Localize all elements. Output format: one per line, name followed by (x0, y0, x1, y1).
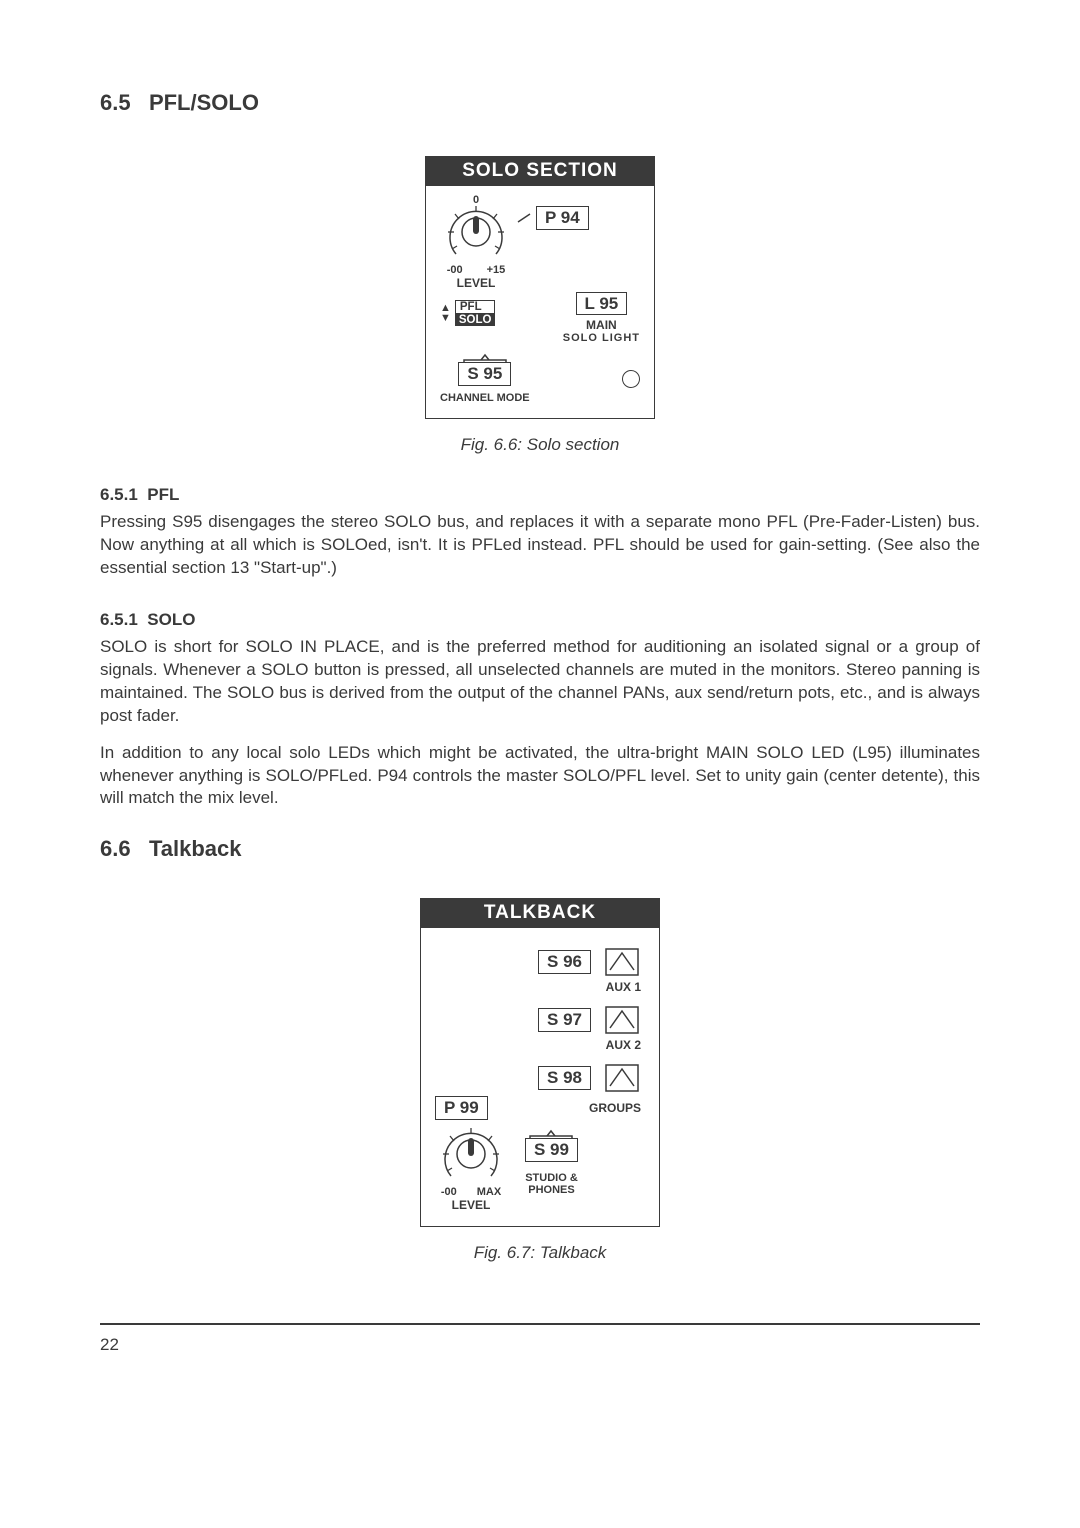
section-number: 6.5 (100, 90, 131, 115)
tag-s96: S 96 (538, 950, 591, 974)
groups-label: GROUPS (589, 1101, 641, 1115)
knob-label: LEVEL (452, 1198, 491, 1212)
level-knob (440, 204, 512, 268)
knob-label: LEVEL (457, 276, 496, 290)
momentary-switch-icon (605, 1064, 639, 1092)
subsection-title: PFL (147, 485, 179, 504)
figure-talkback: TALKBACK S 96 AUX 1 S 97 (100, 898, 980, 1263)
pfl-solo-switch: ▲▼ PFL SOLO (440, 300, 495, 326)
studio-label-2: PHONES (525, 1184, 578, 1196)
subsection-title: SOLO (147, 610, 195, 629)
solo-light-label: SOLO LIGHT (563, 332, 640, 344)
subsection-number: 6.5.1 (100, 610, 138, 629)
subsection-number: 6.5.1 (100, 485, 138, 504)
tag-s98: S 98 (538, 1066, 591, 1090)
section-heading: 6.5 PFL/SOLO (100, 90, 980, 116)
aux1-label: AUX 1 (435, 980, 641, 994)
section-heading: 6.6 Talkback (100, 836, 980, 862)
subsection-heading: 6.5.1 PFL (100, 485, 980, 505)
page-number: 22 (100, 1335, 980, 1355)
talkback-level-knob (435, 1126, 507, 1190)
main-label: MAIN (563, 318, 640, 332)
pfl-label: PFL (455, 300, 496, 314)
tag-s99: S 99 (525, 1138, 578, 1162)
section-title: Talkback (149, 836, 242, 861)
tag-p99: P 99 (435, 1096, 488, 1120)
body-paragraph: SOLO is short for SOLO IN PLACE, and is … (100, 636, 980, 728)
footer-rule (100, 1323, 980, 1325)
panel-header: TALKBACK (421, 899, 659, 928)
main-solo-led (622, 370, 640, 388)
figure-caption: Fig. 6.6: Solo section (461, 435, 620, 455)
tag-p94: P 94 (536, 206, 589, 230)
channel-mode-label: CHANNEL MODE (440, 392, 530, 404)
subsection-heading: 6.5.1 SOLO (100, 610, 980, 630)
studio-label-1: STUDIO & (525, 1172, 578, 1184)
section-number: 6.6 (100, 836, 131, 861)
panel-header: SOLO SECTION (426, 157, 654, 186)
section-title: PFL/SOLO (149, 90, 259, 115)
figure-solo-section: SOLO SECTION 0 (100, 156, 980, 455)
momentary-switch-icon (605, 948, 639, 976)
solo-label: SOLO (455, 314, 496, 326)
tag-s95: S 95 (458, 362, 511, 386)
momentary-switch-icon (605, 1006, 639, 1034)
figure-caption: Fig. 6.7: Talkback (474, 1243, 607, 1263)
tag-l95: L 95 (576, 292, 628, 315)
tag-s97: S 97 (538, 1008, 591, 1032)
pointer-line (518, 212, 532, 224)
aux2-label: AUX 2 (435, 1038, 641, 1052)
body-paragraph: In addition to any local solo LEDs which… (100, 742, 980, 811)
body-paragraph: Pressing S95 disengages the stereo SOLO … (100, 511, 980, 580)
